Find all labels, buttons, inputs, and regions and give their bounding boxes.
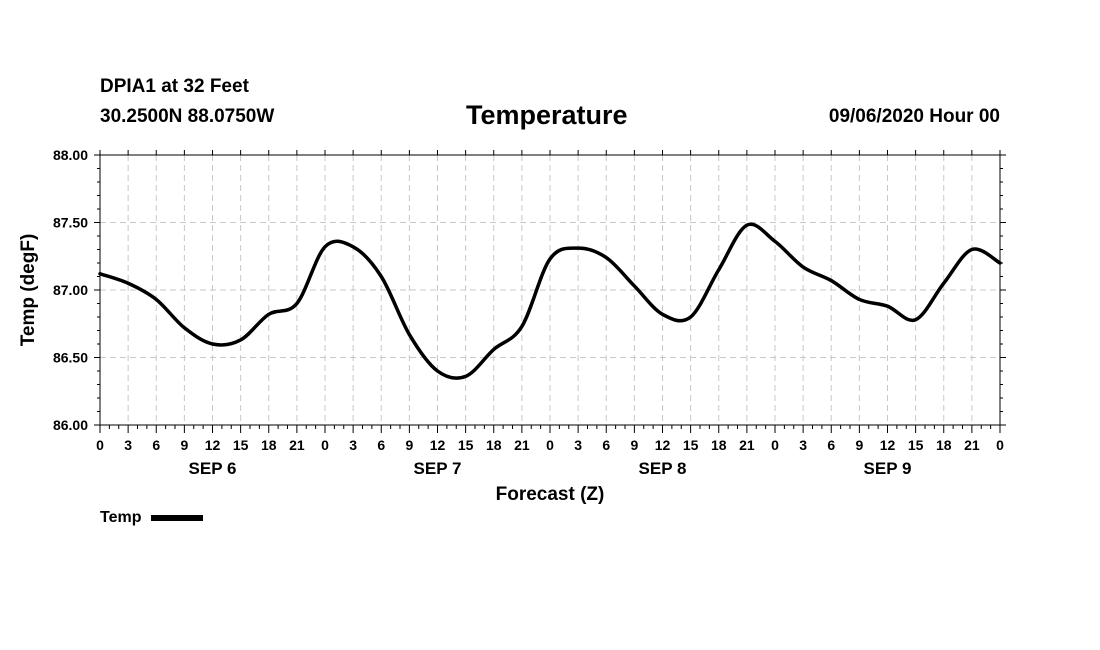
x-tick-label: 21 — [739, 437, 755, 453]
x-tick-label: 18 — [936, 437, 952, 453]
x-tick-label: 15 — [233, 437, 249, 453]
x-tick-label: 6 — [152, 437, 160, 453]
day-label: SEP 6 — [189, 459, 237, 478]
x-tick-label: 6 — [827, 437, 835, 453]
x-axis-label: Forecast (Z) — [496, 484, 605, 505]
x-tick-label: 18 — [261, 437, 277, 453]
x-tick-label: 15 — [683, 437, 699, 453]
x-tick-label: 3 — [574, 437, 582, 453]
x-tick-label: 21 — [964, 437, 980, 453]
y-tick-label: 87.00 — [53, 282, 88, 298]
y-axis-label: Temp (degF) — [18, 234, 39, 347]
y-tick-labels: 86.00 86.50 87.00 87.50 88.00 — [53, 147, 88, 433]
x-tick-label: 12 — [205, 437, 221, 453]
x-tick-label: 3 — [124, 437, 132, 453]
day-label: SEP 7 — [414, 459, 462, 478]
x-tick-label: 15 — [908, 437, 924, 453]
x-tick-label: 0 — [546, 437, 554, 453]
grid — [100, 155, 1000, 425]
y-tick-label: 86.50 — [53, 350, 88, 366]
x-tick-label: 15 — [458, 437, 474, 453]
legend: Temp — [100, 509, 204, 527]
x-tick-labels: 0 3 6 9 12 15 18 21 0 3 6 9 12 15 18 21 0 3 6 9 12 15 18 21 0 3 6 9… — [96, 437, 1004, 453]
station-label: DPIA1 at 32 Feet — [100, 76, 249, 97]
x-tick-label: 6 — [377, 437, 385, 453]
temp-series-line — [98, 222, 1002, 380]
x-tick-label: 12 — [655, 437, 671, 453]
x-tick-label: 0 — [96, 437, 104, 453]
x-tick-label: 18 — [486, 437, 502, 453]
x-tick-label: 0 — [771, 437, 779, 453]
x-tick-label: 9 — [405, 437, 413, 453]
chart-title: Temperature — [466, 100, 628, 130]
x-tick-label: 12 — [880, 437, 896, 453]
y-tick-label: 86.00 — [53, 417, 88, 433]
x-tick-label: 18 — [711, 437, 727, 453]
legend-label: Temp — [100, 509, 142, 526]
x-tick-label: 9 — [630, 437, 638, 453]
x-tick-label: 9 — [180, 437, 188, 453]
y-tick-label: 87.50 — [53, 215, 88, 231]
plot-frame — [99, 154, 1001, 426]
ticks — [94, 150, 1006, 433]
coordinates-label: 30.2500N 88.0750W — [100, 106, 275, 127]
x-tick-label: 0 — [321, 437, 329, 453]
forecast-timestamp: 09/06/2020 Hour 00 — [828, 106, 1000, 127]
x-tick-label: 6 — [602, 437, 610, 453]
x-tick-label: 9 — [855, 437, 863, 453]
day-label: SEP 9 — [864, 459, 912, 478]
x-tick-label: 3 — [799, 437, 807, 453]
x-tick-label: 12 — [430, 437, 446, 453]
x-tick-label: 3 — [349, 437, 357, 453]
x-tick-label: 0 — [996, 437, 1004, 453]
x-tick-label: 21 — [289, 437, 305, 453]
legend-swatch — [151, 515, 204, 521]
day-labels: SEP 6 SEP 7 SEP 8 SEP 9 — [189, 459, 912, 478]
day-label: SEP 8 — [639, 459, 687, 478]
y-tick-label: 88.00 — [53, 147, 88, 163]
x-tick-label: 21 — [514, 437, 530, 453]
